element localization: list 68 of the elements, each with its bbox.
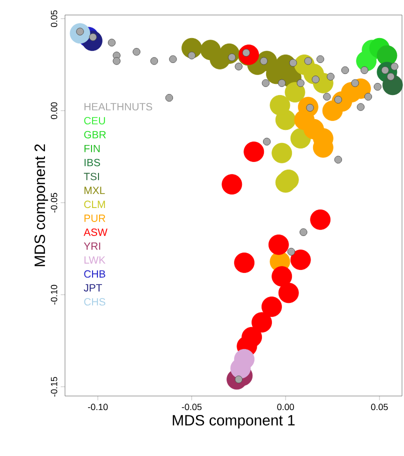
point (252, 312, 272, 333)
point (364, 92, 372, 101)
point (272, 142, 292, 164)
text: CLM (84, 200, 105, 208)
point (356, 103, 365, 111)
point (278, 79, 286, 87)
point (150, 57, 158, 65)
text: CEU (84, 116, 105, 124)
point (289, 59, 297, 67)
x-tick-label: -0.10 (88, 404, 108, 410)
x-tick-label: 0.00 (277, 404, 294, 410)
y-tick-label: -0.05 (50, 192, 58, 213)
point (287, 248, 296, 256)
y-tick-label: -0.15 (50, 376, 58, 397)
x-tick-label: 0.05 (371, 404, 388, 410)
point (334, 156, 342, 164)
x-axis-title: MDS component 1 (172, 414, 295, 428)
point (112, 57, 120, 65)
point (296, 79, 304, 87)
point (360, 66, 368, 74)
point (284, 82, 306, 102)
text: FIN (84, 144, 100, 152)
point (310, 209, 331, 230)
point (390, 62, 398, 70)
point (132, 48, 140, 56)
point (290, 250, 311, 270)
point (268, 234, 289, 255)
text: GBR (84, 130, 106, 138)
point (386, 72, 395, 81)
point (169, 55, 177, 64)
point (374, 82, 382, 91)
point (270, 94, 290, 116)
point (222, 174, 242, 195)
text: YRI (84, 242, 100, 250)
text: ASW (84, 228, 108, 236)
point (272, 266, 292, 287)
series-label: HEALTHNUTS (84, 103, 152, 110)
text: IBS (84, 158, 100, 166)
text: MXL (84, 186, 105, 194)
text: LWK (84, 256, 106, 264)
point (278, 282, 299, 304)
point (234, 252, 254, 273)
point (326, 72, 335, 81)
point (376, 45, 398, 66)
point (262, 79, 270, 87)
text: JPT (84, 284, 102, 292)
text: TSI (84, 172, 99, 180)
y-tick-label: 0.00 (50, 102, 58, 120)
point (316, 55, 324, 64)
point (262, 138, 271, 146)
point (234, 62, 243, 70)
point (165, 94, 174, 102)
y-tick-label: -0.10 (50, 284, 58, 305)
point (300, 228, 308, 236)
point (244, 142, 264, 162)
x-tick-label: -0.05 (182, 404, 202, 410)
point (262, 296, 282, 317)
point (323, 92, 331, 101)
point (341, 66, 349, 74)
y-axis-title: MDS component 2 (34, 144, 48, 266)
y-tick-label: 0.05 (50, 10, 58, 28)
point (108, 38, 116, 46)
text: CHS (84, 298, 106, 306)
point (188, 52, 196, 60)
point (351, 79, 359, 87)
point (312, 76, 320, 84)
text: PUR (84, 214, 106, 222)
text: CHB (84, 270, 106, 278)
